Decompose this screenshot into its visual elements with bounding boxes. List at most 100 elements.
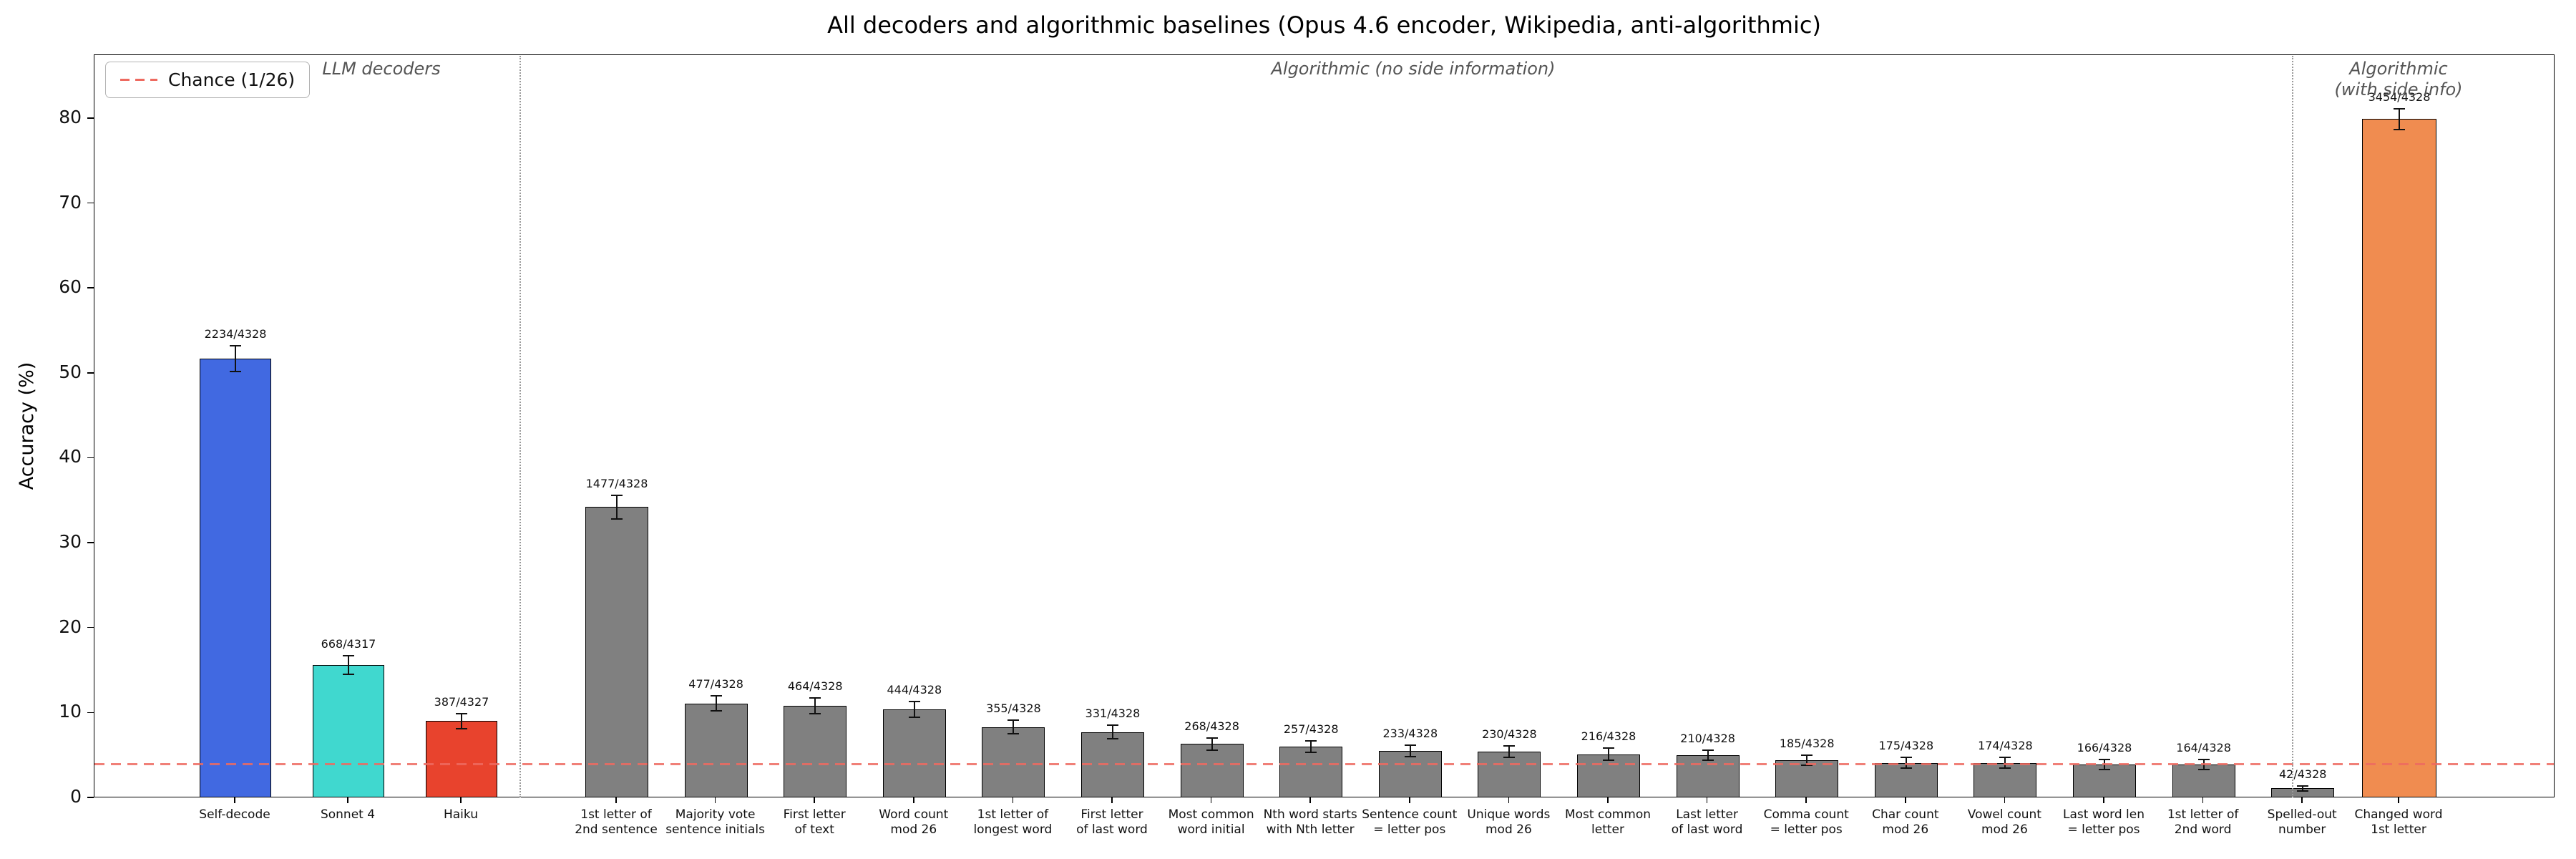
x-tick-label-line: Haiku	[443, 807, 479, 822]
x-tick-label: Haiku	[444, 807, 478, 822]
error-bar-line	[1409, 744, 1411, 757]
error-bar-cap	[1404, 744, 1416, 746]
bar	[426, 721, 497, 797]
error-bar-cap	[2197, 758, 2210, 760]
x-tick-mark	[234, 797, 235, 803]
x-tick-label: Comma count = letter pos	[1764, 807, 1849, 838]
x-tick-label: Majority vote sentence initials	[665, 807, 765, 838]
x-tick-label-line: First letter	[783, 807, 846, 822]
x-tick-mark	[1508, 797, 1510, 803]
error-bar-cap	[456, 712, 467, 714]
error-bar-cap	[456, 728, 467, 730]
x-tick-label-line: Self-decode	[199, 807, 270, 822]
x-tick-label-line: mod 26	[1981, 822, 2028, 837]
bar	[684, 703, 748, 797]
x-tick-label-line: mod 26	[1882, 822, 1929, 837]
bar	[313, 665, 384, 797]
y-tick-mark	[87, 372, 94, 374]
x-tick-mark	[1409, 797, 1410, 803]
x-tick-label-line: Most common	[1564, 807, 1652, 822]
bar	[1577, 754, 1640, 797]
bar-count-label: 185/4328	[1779, 736, 1835, 750]
bar-count-label: 233/4328	[1382, 726, 1438, 740]
error-bar-line	[1013, 720, 1015, 734]
x-tick-label-line: Vowel count	[1967, 807, 2041, 822]
x-tick-label: Sonnet 4	[321, 807, 375, 822]
x-tick-label: Sentence count = letter pos	[1362, 807, 1457, 838]
chance-line-icon	[120, 79, 157, 81]
bar-count-label: 668/4317	[321, 637, 376, 651]
x-tick-label: First letter of last word	[1076, 807, 1148, 838]
error-bar-cap	[1206, 737, 1218, 739]
x-tick-mark	[347, 797, 348, 803]
error-bar-cap	[710, 694, 722, 697]
error-bar-cap	[1206, 749, 1218, 751]
chance-line	[94, 762, 2554, 765]
x-tick-label: 1st letter of longest word	[973, 807, 1052, 838]
x-tick-label-line: 1st letter	[2371, 822, 2426, 837]
y-tick-label: 40	[59, 446, 82, 467]
y-tick-mark	[87, 287, 94, 288]
x-tick-label: Unique words mod 26	[1467, 807, 1550, 838]
error-bar-line	[348, 656, 349, 675]
x-tick-label: Char count mod 26	[1872, 807, 1938, 838]
error-bar-line	[1211, 738, 1213, 750]
error-bar-cap	[1999, 757, 2011, 759]
x-tick-mark	[814, 797, 815, 803]
bar	[1676, 754, 1740, 797]
x-tick-label: Most common letter	[1565, 807, 1651, 838]
error-bar-cap	[1702, 749, 1714, 751]
x-tick-mark	[714, 797, 716, 803]
bar-count-label: 268/4328	[1184, 719, 1239, 734]
error-bar-line	[913, 702, 915, 717]
bar-count-label: 387/4327	[434, 694, 489, 709]
x-tick-mark	[1309, 797, 1311, 803]
x-tick-mark	[2301, 797, 2303, 803]
error-bar-cap	[1999, 767, 2011, 769]
error-bar-line	[2004, 757, 2006, 768]
x-tick-label: Last word len = letter pos	[2063, 807, 2145, 838]
x-tick-label-line: letter	[1591, 822, 1624, 837]
x-tick-mark	[1012, 797, 1014, 803]
bar-count-label: 1477/4328	[585, 476, 648, 490]
bar-count-label: 216/4328	[1581, 729, 1636, 744]
error-bar-cap	[230, 370, 241, 372]
error-bar-line	[2302, 785, 2304, 791]
error-bar-cap	[1404, 756, 1416, 758]
error-bar-cap	[2197, 769, 2210, 771]
y-tick-mark	[87, 542, 94, 543]
x-tick-label-line: Last letter	[1676, 807, 1738, 822]
x-tick-mark	[1706, 797, 1708, 803]
error-bar-line	[1806, 754, 1808, 766]
bar-count-label: 355/4328	[986, 702, 1041, 716]
x-tick-label: Self-decode	[199, 807, 270, 822]
bar	[784, 706, 847, 797]
error-bar-cap	[1702, 759, 1714, 761]
section-separator	[2292, 56, 2293, 797]
y-tick-label: 20	[59, 616, 82, 637]
error-bar-cap	[1603, 747, 1614, 749]
bar-count-label: 166/4328	[2077, 740, 2132, 754]
bar-count-label: 2234/4328	[204, 327, 267, 341]
bar-count-label: 174/4328	[1978, 739, 2033, 753]
y-tick-label: 50	[59, 361, 82, 382]
x-tick-mark	[1805, 797, 1807, 803]
error-bar-cap	[1900, 767, 1912, 769]
section-label-side-line2: (with side info)	[2334, 79, 2463, 100]
x-tick-label-line: Char count	[1872, 807, 1939, 822]
y-tick-mark	[87, 712, 94, 714]
x-tick-label-line: mod 26	[890, 822, 937, 837]
x-tick-label: Word count mod 26	[879, 807, 948, 838]
y-tick-label: 30	[59, 531, 82, 553]
error-bar-line	[1707, 749, 1709, 760]
section-label-algo: Algorithmic (no side information)	[1271, 59, 1556, 79]
x-tick-label: Most common word initial	[1169, 807, 1254, 838]
error-bar-line	[814, 698, 816, 714]
bar-count-label: 164/4328	[2176, 740, 2231, 754]
error-bar-cap	[1603, 759, 1614, 761]
error-bar-cap	[2394, 108, 2405, 110]
x-tick-label: 1st letter of 2nd sentence	[575, 807, 658, 838]
error-bar-cap	[1503, 757, 1516, 759]
error-bar-cap	[1305, 739, 1317, 742]
bar	[982, 727, 1045, 797]
